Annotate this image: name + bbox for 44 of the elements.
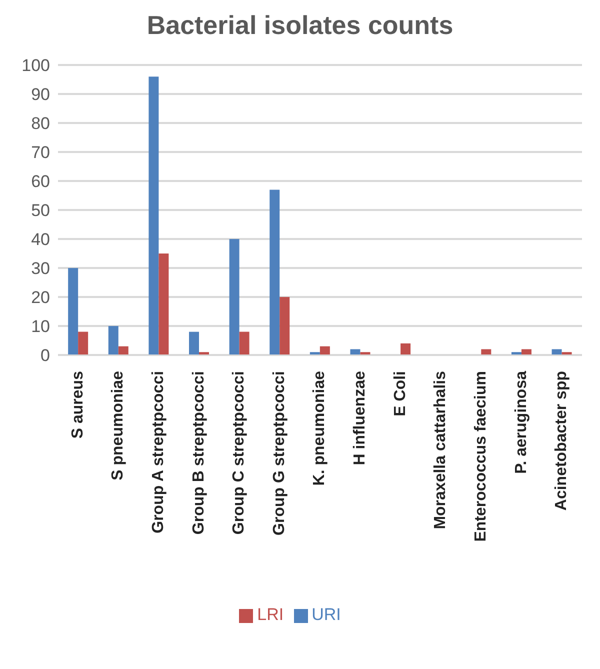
bar: [118, 346, 128, 355]
x-tick-label: S aureus: [69, 370, 86, 439]
y-tick-label: 90: [31, 85, 50, 104]
bar: [320, 346, 330, 355]
y-tick-label: 50: [31, 201, 50, 220]
y-tick-label: 0: [40, 346, 50, 366]
bar: [350, 349, 360, 355]
x-tick-label: Group G streptpcocci: [270, 371, 288, 536]
bar: [481, 349, 492, 355]
y-tick-label: 20: [31, 288, 50, 308]
x-tick-label: Acinetobacter spp: [553, 370, 570, 511]
bar: [108, 326, 118, 355]
bar: [68, 268, 78, 355]
y-tick-label: 30: [31, 259, 50, 278]
legend-label: LRI: [257, 605, 284, 624]
x-tick-label: Group A streptpcocci: [150, 371, 168, 534]
y-tick-label: 10: [31, 317, 50, 336]
y-tick-label: 100: [22, 56, 50, 76]
x-tick-label: H influenzae: [352, 370, 369, 466]
bar: [400, 343, 411, 355]
x-tick-label: E Coli: [392, 371, 409, 416]
y-tick-label: 70: [31, 143, 50, 162]
y-tick-label: 60: [31, 172, 50, 192]
y-tick-label: 40: [31, 230, 50, 250]
x-tick-label: S pneumoniae: [110, 370, 127, 480]
chart-title: Bacterial isolates counts: [146, 10, 454, 41]
bar: [229, 239, 240, 355]
x-tick-label: Group C streptpcocci: [230, 371, 248, 535]
bar: [239, 332, 250, 355]
bar: [148, 76, 159, 355]
bar: [270, 190, 280, 355]
bar: [280, 297, 290, 355]
x-tick-label: Enterococcus faecium: [472, 371, 490, 542]
x-tick-label: K. pneumoniae: [311, 370, 328, 486]
x-tick-label: Group B streptpcocci: [190, 371, 208, 535]
bar: [158, 254, 169, 355]
bar: [552, 349, 562, 355]
x-tick-label: P. aeruginosa: [512, 370, 530, 474]
y-tick-label: 80: [31, 114, 50, 134]
bar: [78, 332, 88, 355]
legend-label: URI: [312, 605, 341, 624]
bar: [521, 349, 532, 355]
x-tick-label: Moraxella cattarhalis: [432, 370, 450, 530]
bar: [189, 332, 199, 355]
